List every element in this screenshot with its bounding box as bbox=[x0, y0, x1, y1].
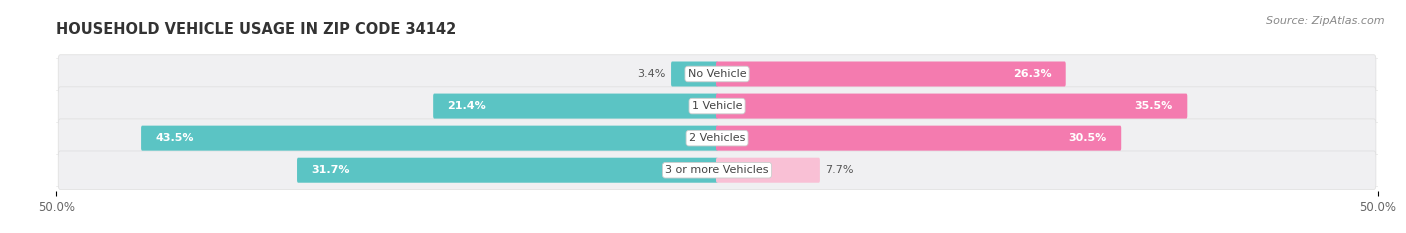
FancyBboxPatch shape bbox=[58, 55, 1376, 93]
FancyBboxPatch shape bbox=[716, 62, 1066, 86]
FancyBboxPatch shape bbox=[433, 94, 718, 119]
Text: 43.5%: 43.5% bbox=[156, 133, 194, 143]
Text: 1 Vehicle: 1 Vehicle bbox=[692, 101, 742, 111]
Text: 3.4%: 3.4% bbox=[637, 69, 665, 79]
Text: 7.7%: 7.7% bbox=[825, 165, 853, 175]
Text: 30.5%: 30.5% bbox=[1069, 133, 1107, 143]
Text: 3 or more Vehicles: 3 or more Vehicles bbox=[665, 165, 769, 175]
FancyBboxPatch shape bbox=[141, 126, 718, 151]
FancyBboxPatch shape bbox=[671, 62, 718, 86]
Text: 2 Vehicles: 2 Vehicles bbox=[689, 133, 745, 143]
FancyBboxPatch shape bbox=[58, 87, 1376, 125]
Text: Source: ZipAtlas.com: Source: ZipAtlas.com bbox=[1267, 16, 1385, 26]
Text: HOUSEHOLD VEHICLE USAGE IN ZIP CODE 34142: HOUSEHOLD VEHICLE USAGE IN ZIP CODE 3414… bbox=[56, 22, 457, 37]
FancyBboxPatch shape bbox=[58, 151, 1376, 189]
FancyBboxPatch shape bbox=[716, 126, 1121, 151]
FancyBboxPatch shape bbox=[716, 94, 1187, 119]
Text: 35.5%: 35.5% bbox=[1135, 101, 1173, 111]
FancyBboxPatch shape bbox=[58, 119, 1376, 157]
Text: 31.7%: 31.7% bbox=[311, 165, 350, 175]
FancyBboxPatch shape bbox=[297, 158, 718, 183]
Text: No Vehicle: No Vehicle bbox=[688, 69, 747, 79]
FancyBboxPatch shape bbox=[716, 158, 820, 183]
Text: 26.3%: 26.3% bbox=[1012, 69, 1052, 79]
Text: 21.4%: 21.4% bbox=[447, 101, 486, 111]
